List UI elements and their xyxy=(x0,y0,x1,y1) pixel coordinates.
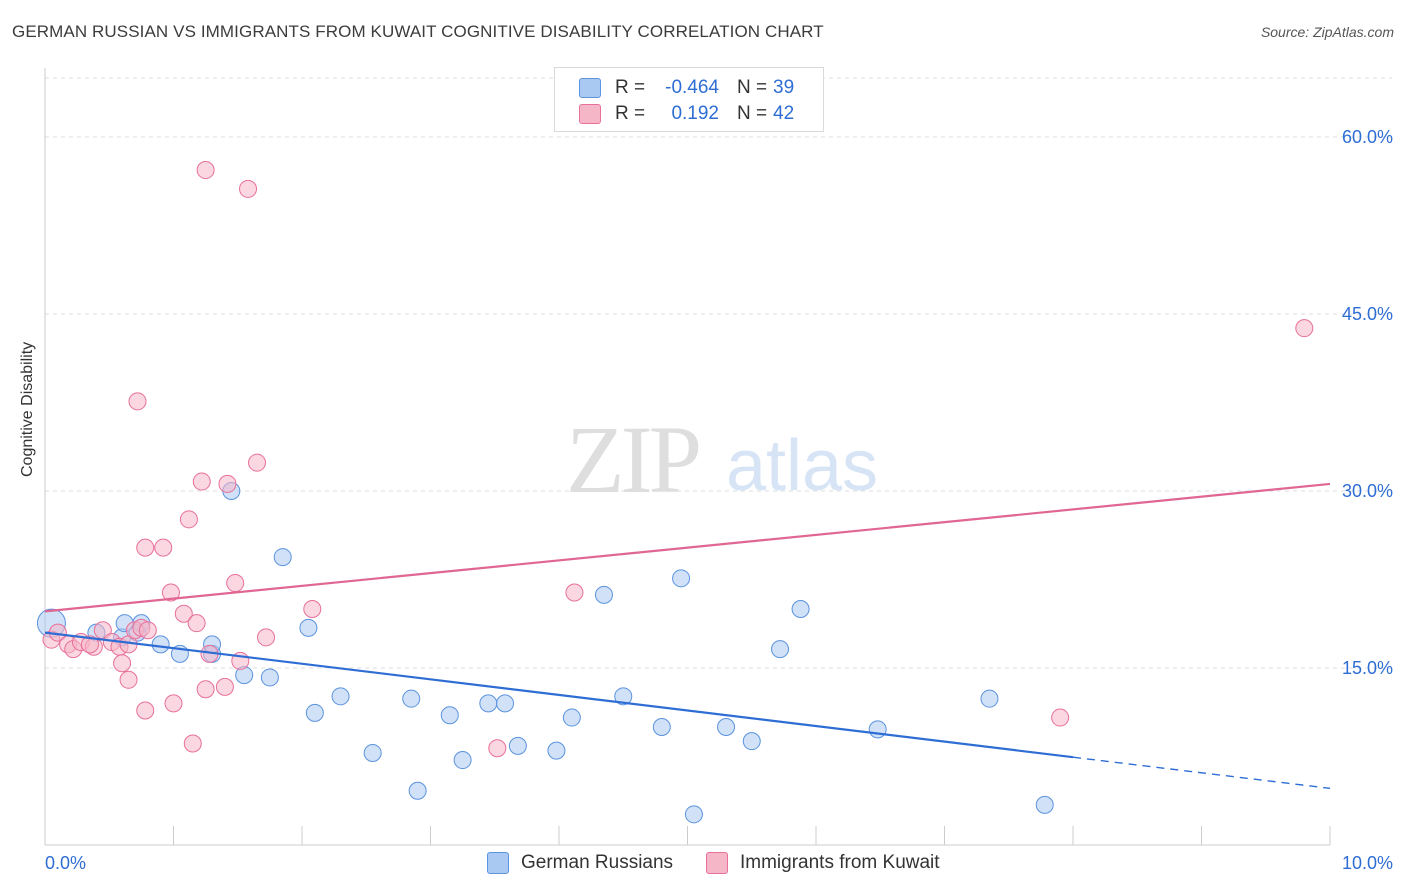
r-value: -0.464 xyxy=(665,77,719,98)
series-legend: German Russians Immigrants from Kuwait xyxy=(0,852,1406,878)
kuwait-point xyxy=(218,474,237,493)
german-russians-point xyxy=(151,635,170,654)
german-russians-point xyxy=(717,718,736,736)
kuwait-point xyxy=(113,654,132,673)
r-label: R = xyxy=(615,77,646,98)
stats-legend: R = -0.464 N = 39 R = 0.192 N = 42 xyxy=(554,67,824,132)
watermark-atlas: atlas xyxy=(726,426,878,506)
german-russians-point xyxy=(684,805,703,824)
legend-swatch-blue xyxy=(579,78,601,98)
kuwait-point xyxy=(161,583,180,602)
kuwait-point xyxy=(164,694,183,713)
kuwait-point xyxy=(488,739,507,758)
stats-row-kuwait: R = 0.192 N = 42 xyxy=(579,102,794,126)
german-russians-point xyxy=(652,718,671,736)
kuwait-point xyxy=(257,628,276,647)
german-russians-point xyxy=(440,706,459,725)
kuwait-point xyxy=(138,621,157,640)
legend-label: Immigrants from Kuwait xyxy=(740,852,940,873)
legend-item-german-russians[interactable]: German Russians xyxy=(487,852,673,874)
german-russians-point xyxy=(980,689,999,708)
german-russians-point xyxy=(562,708,581,727)
german-russians-point xyxy=(672,569,691,588)
kuwait-point xyxy=(179,510,198,529)
kuwait-point xyxy=(1295,319,1314,338)
kuwait-point xyxy=(196,680,215,699)
legend-item-kuwait[interactable]: Immigrants from Kuwait xyxy=(706,852,940,874)
y-tick-label: 30.0% xyxy=(1342,481,1393,501)
watermark-zip: ZIP xyxy=(566,406,699,513)
r-value: 0.192 xyxy=(671,103,719,124)
german-russians-point xyxy=(299,618,318,637)
trend-line-german-russians-extension xyxy=(1072,756,1331,790)
german-russians-point xyxy=(408,781,427,800)
kuwait-point xyxy=(119,670,138,689)
kuwait-point xyxy=(128,392,147,411)
german-russians-point xyxy=(594,585,613,604)
kuwait-point xyxy=(187,614,206,633)
german-russians-point xyxy=(363,743,382,762)
german-russians-point xyxy=(453,751,472,770)
german-russians-point xyxy=(260,668,279,687)
german-russians-point xyxy=(791,600,810,618)
german-russians-point xyxy=(508,736,527,755)
legend-swatch-pink xyxy=(579,104,601,124)
kuwait-point xyxy=(215,677,234,696)
y-tick-label: 60.0% xyxy=(1342,127,1393,147)
kuwait-point xyxy=(136,701,155,720)
german-russians-point xyxy=(273,548,292,567)
x-tick-label: 10.0% xyxy=(1342,853,1393,873)
legend-swatch-pink xyxy=(706,852,728,874)
n-value: 42 xyxy=(773,103,795,124)
german-russians-point xyxy=(496,694,515,713)
kuwait-point xyxy=(1051,708,1070,727)
n-label: N = xyxy=(737,77,768,98)
kuwait-point xyxy=(196,161,215,180)
n-value: 39 xyxy=(773,77,795,98)
german-russians-point xyxy=(771,640,790,659)
german-russians-point xyxy=(479,694,498,713)
source-label: Source: ZipAtlas.com xyxy=(1260,24,1394,40)
kuwait-point xyxy=(239,179,258,198)
kuwait-point xyxy=(80,635,99,654)
y-tick-label: 45.0% xyxy=(1342,304,1393,324)
german-russians-point xyxy=(305,703,324,722)
chart-title: GERMAN RUSSIAN VS IMMIGRANTS FROM KUWAIT… xyxy=(12,22,824,41)
n-label: N = xyxy=(737,103,768,124)
german-russians-point xyxy=(331,687,350,706)
r-label: R = xyxy=(615,103,646,124)
kuwait-point xyxy=(174,604,193,623)
legend-swatch-blue xyxy=(487,852,509,874)
kuwait-point xyxy=(565,583,584,602)
kuwait-point xyxy=(136,538,155,557)
german-russians-point xyxy=(547,741,566,760)
trend-line-german-russians xyxy=(44,631,1074,759)
legend-label: German Russians xyxy=(521,852,674,873)
x-tick-label: 0.0% xyxy=(45,853,86,873)
kuwait-point xyxy=(226,574,245,593)
stats-row-german-russians: R = -0.464 N = 39 xyxy=(579,76,794,100)
kuwait-point xyxy=(248,453,267,472)
kuwait-point xyxy=(183,734,202,753)
kuwait-point xyxy=(303,600,322,618)
german-russians-point xyxy=(1035,795,1054,814)
german-russians-point xyxy=(742,732,761,751)
y-tick-label: 15.0% xyxy=(1342,658,1393,678)
german-russians-point xyxy=(614,687,633,706)
trend-line-kuwait xyxy=(44,482,1331,613)
kuwait-point xyxy=(154,538,173,557)
german-russians-point xyxy=(402,689,421,708)
kuwait-point xyxy=(192,472,211,491)
